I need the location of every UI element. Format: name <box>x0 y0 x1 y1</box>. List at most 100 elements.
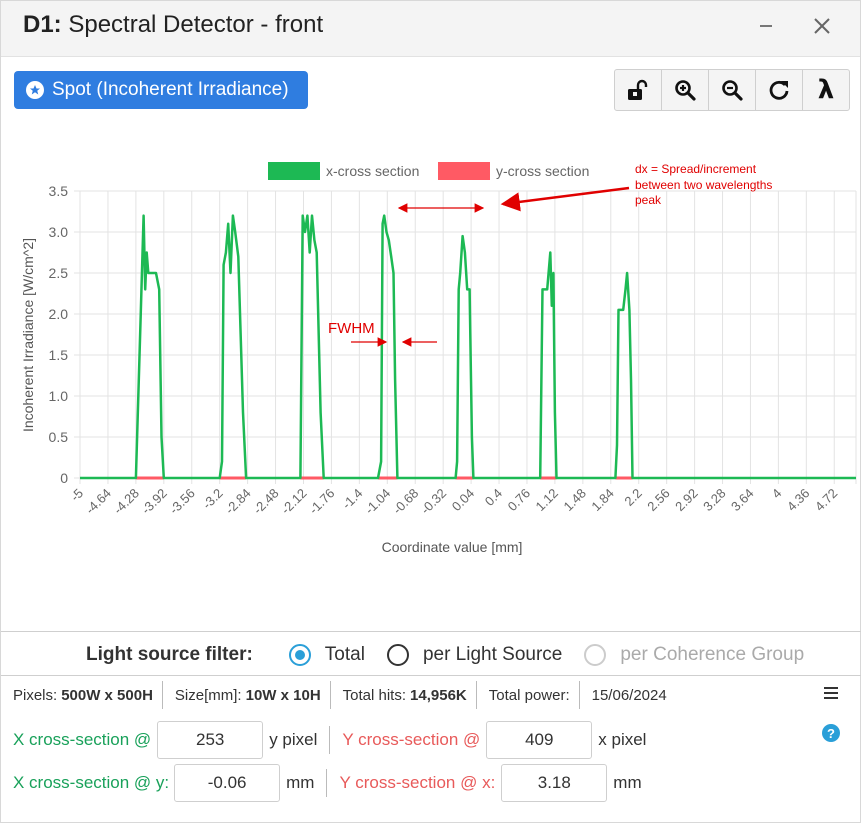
x-tick-label: -1.04 <box>362 486 394 518</box>
chart-toolbar: λ <box>614 69 850 111</box>
x-cross-section-pixel-label: X cross-section @ <box>13 730 152 749</box>
y-tick-label: 0 <box>60 470 68 486</box>
dx-annotation-line-1: dx = Spread/increment <box>635 162 757 176</box>
x-tick-label: 2.92 <box>672 486 701 515</box>
y-cross-section-pixel-input[interactable]: 409 <box>486 721 593 759</box>
lambda-icon: λ <box>817 75 835 105</box>
filter-divider <box>1 631 861 632</box>
spot-mode-button[interactable]: Spot (Incoherent Irradiance) <box>14 71 308 109</box>
size-label: Size[mm]: <box>174 686 242 704</box>
y-tick-label: 2.0 <box>49 306 69 322</box>
zoom-out-button[interactable] <box>709 70 756 110</box>
zoom-out-icon <box>722 80 743 101</box>
y-cross-section-mm-input[interactable]: 3.18 <box>501 764 608 802</box>
x-tick-label: -3.92 <box>138 486 170 518</box>
minimize-button[interactable] <box>751 11 781 41</box>
radio-per-light-source[interactable]: per Light Source <box>386 644 563 666</box>
x-cross-section-mm-input[interactable]: -0.06 <box>174 764 281 802</box>
y-axis-label: Incoherent Irradiance [W/cm^2] <box>20 238 36 432</box>
unlock-button[interactable] <box>615 70 662 110</box>
close-button[interactable] <box>807 11 837 41</box>
zoom-in-button[interactable] <box>662 70 709 110</box>
hits-label: Total hits: <box>342 686 407 704</box>
x-tick-label: 1.48 <box>560 486 589 515</box>
x-cross-section-mm-label: X cross-section @ y: <box>13 773 170 792</box>
x-tick-label: 4 <box>769 486 785 502</box>
x-tick-label: 2.56 <box>644 486 673 515</box>
radio-per-light-source-label: per Light Source <box>422 644 563 665</box>
x-tick-label: 3.28 <box>700 486 729 515</box>
mm-cross-section-row: X cross-section @ y: -0.06 mm Y cross-se… <box>13 764 642 802</box>
date-info: 15/06/2024 <box>580 681 676 709</box>
x-tick-label: 4.72 <box>812 486 841 515</box>
irradiance-chart[interactable]: 00.51.01.52.02.53.03.5-5-4.64-4.28-3.92-… <box>1 151 861 571</box>
x-cross-section-pixel-input[interactable]: 253 <box>157 721 264 759</box>
y-tick-label: 3.5 <box>49 183 69 199</box>
x-tick-label: 3.64 <box>728 486 757 515</box>
y-tick-label: 1.0 <box>49 388 69 404</box>
radio-total-circle[interactable] <box>288 644 311 666</box>
radio-per-coherence-group-circle <box>584 644 607 666</box>
y-cross-section-pixel-label: Y cross-section @ <box>342 730 481 749</box>
y-tick-label: 3.0 <box>49 224 69 240</box>
refresh-button[interactable] <box>756 70 803 110</box>
filter-label: Light source filter: <box>86 644 253 665</box>
x-tick-label: -4.28 <box>110 486 142 518</box>
hamburger-menu-icon[interactable] <box>823 686 839 700</box>
separator <box>326 769 328 797</box>
x-cross-section-mm-unit: mm <box>286 773 315 792</box>
x-tick-label: 0.76 <box>505 486 534 515</box>
x-tick-label: 0.04 <box>449 486 478 515</box>
zoom-in-icon <box>675 80 696 101</box>
size-info: Size[mm]: 10W x 10H <box>163 681 331 709</box>
x-tick-label: 2.2 <box>621 486 644 509</box>
x-tick-label: -2.48 <box>250 486 282 518</box>
x-tick-label: -0.68 <box>390 486 422 518</box>
radio-per-coherence-group-label: per Coherence Group <box>620 644 805 665</box>
wavelength-button[interactable]: λ <box>803 70 849 110</box>
legend-swatch-y <box>438 162 490 180</box>
minimize-icon <box>760 25 772 27</box>
title-prefix: D1: <box>23 11 62 38</box>
size-value: 10W x 10H <box>245 686 321 704</box>
radio-total[interactable]: Total <box>288 644 365 666</box>
legend-label-y: y-cross section <box>496 163 589 179</box>
y-cross-section-mm-unit: mm <box>613 773 642 792</box>
power-label: Total power: <box>488 686 570 704</box>
spot-mode-label: Spot (Incoherent Irradiance) <box>52 79 289 100</box>
x-tick-label: 1.84 <box>588 486 617 515</box>
dx-annotation-line-3: peak <box>635 193 662 207</box>
info-divider <box>1 675 861 676</box>
x-cross-section-pixel-unit: y pixel <box>269 730 318 749</box>
window-title: D1: Spectral Detector - front <box>23 11 323 39</box>
info-bar: Pixels: 500W x 500H Size[mm]: 10W x 10H To… <box>1 677 861 713</box>
pixel-cross-section-row: X cross-section @ 253 y pixel Y cross-se… <box>13 721 646 759</box>
help-icon[interactable]: ? <box>822 724 840 742</box>
dx-pointer-arrow <box>500 186 630 212</box>
pixels-value: 500W x 500H <box>61 686 153 704</box>
star-icon <box>26 81 44 99</box>
x-axis-label: Coordinate value [mm] <box>382 539 523 555</box>
title-bar: D1: Spectral Detector - front <box>1 1 860 57</box>
pixels-info: Pixels: 500W x 500H <box>1 681 163 709</box>
x-tick-label: -0.32 <box>418 486 450 518</box>
x-tick-label: -3.56 <box>166 486 198 518</box>
power-info: Total power: <box>477 681 580 709</box>
x-cross-section-line <box>80 214 856 480</box>
x-tick-label: 1.12 <box>533 486 562 515</box>
y-cross-section-pixel-unit: x pixel <box>598 730 647 749</box>
title-text: Spectral Detector - front <box>68 11 324 38</box>
separator <box>329 726 331 754</box>
legend-swatch-x <box>268 162 320 180</box>
fwhm-annotation: FWHM <box>328 320 375 337</box>
pixels-label: Pixels: <box>13 686 58 704</box>
radio-total-label: Total <box>324 644 365 665</box>
unlock-icon <box>628 79 648 100</box>
hits-info: Total hits: 14,956K <box>331 681 477 709</box>
refresh-icon <box>769 80 789 100</box>
x-tick-label: -2.12 <box>278 486 310 518</box>
x-tick-label: -4.64 <box>82 486 114 518</box>
y-tick-label: 2.5 <box>49 265 69 281</box>
radio-per-light-source-circle[interactable] <box>386 644 409 666</box>
